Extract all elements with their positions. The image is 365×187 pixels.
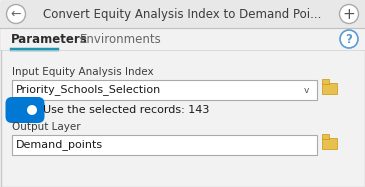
FancyBboxPatch shape bbox=[322, 138, 337, 149]
FancyBboxPatch shape bbox=[322, 79, 329, 84]
Text: Demand_points: Demand_points bbox=[16, 140, 103, 151]
Circle shape bbox=[339, 4, 358, 24]
Text: Parameters: Parameters bbox=[11, 33, 88, 45]
FancyBboxPatch shape bbox=[12, 135, 317, 155]
Text: Input Equity Analysis Index: Input Equity Analysis Index bbox=[12, 67, 154, 77]
Text: Convert Equity Analysis Index to Demand Poi...: Convert Equity Analysis Index to Demand … bbox=[43, 8, 322, 21]
FancyBboxPatch shape bbox=[12, 80, 317, 100]
Text: ←: ← bbox=[11, 7, 21, 21]
Circle shape bbox=[340, 30, 358, 48]
Text: +: + bbox=[343, 7, 356, 22]
Text: ?: ? bbox=[346, 33, 353, 45]
Text: v: v bbox=[303, 86, 309, 95]
Text: Priority_Schools_Selection: Priority_Schools_Selection bbox=[16, 85, 161, 95]
Circle shape bbox=[27, 105, 37, 115]
Text: Use the selected records: 143: Use the selected records: 143 bbox=[43, 105, 210, 115]
Text: Environments: Environments bbox=[80, 33, 162, 45]
FancyBboxPatch shape bbox=[322, 83, 337, 94]
Circle shape bbox=[7, 4, 26, 24]
FancyBboxPatch shape bbox=[0, 1, 365, 28]
FancyBboxPatch shape bbox=[322, 134, 329, 139]
FancyBboxPatch shape bbox=[5, 97, 45, 123]
Text: Output Layer: Output Layer bbox=[12, 122, 81, 132]
FancyBboxPatch shape bbox=[0, 28, 365, 50]
